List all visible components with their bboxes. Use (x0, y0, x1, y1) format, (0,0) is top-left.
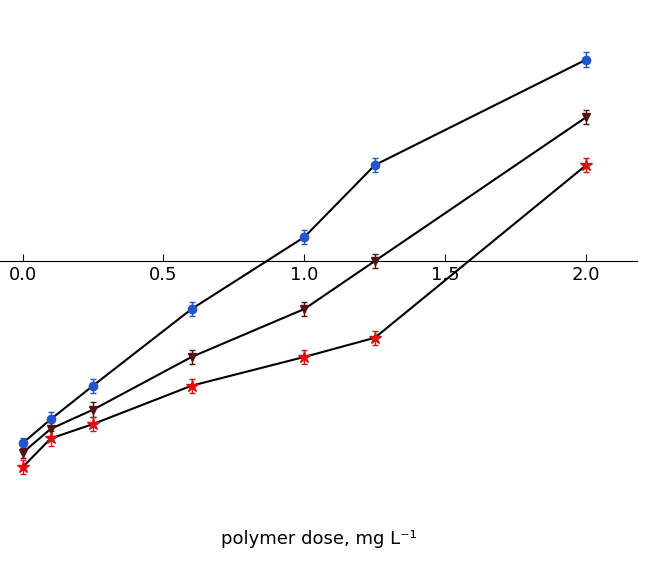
X-axis label: polymer dose, mg L⁻¹: polymer dose, mg L⁻¹ (220, 530, 417, 548)
